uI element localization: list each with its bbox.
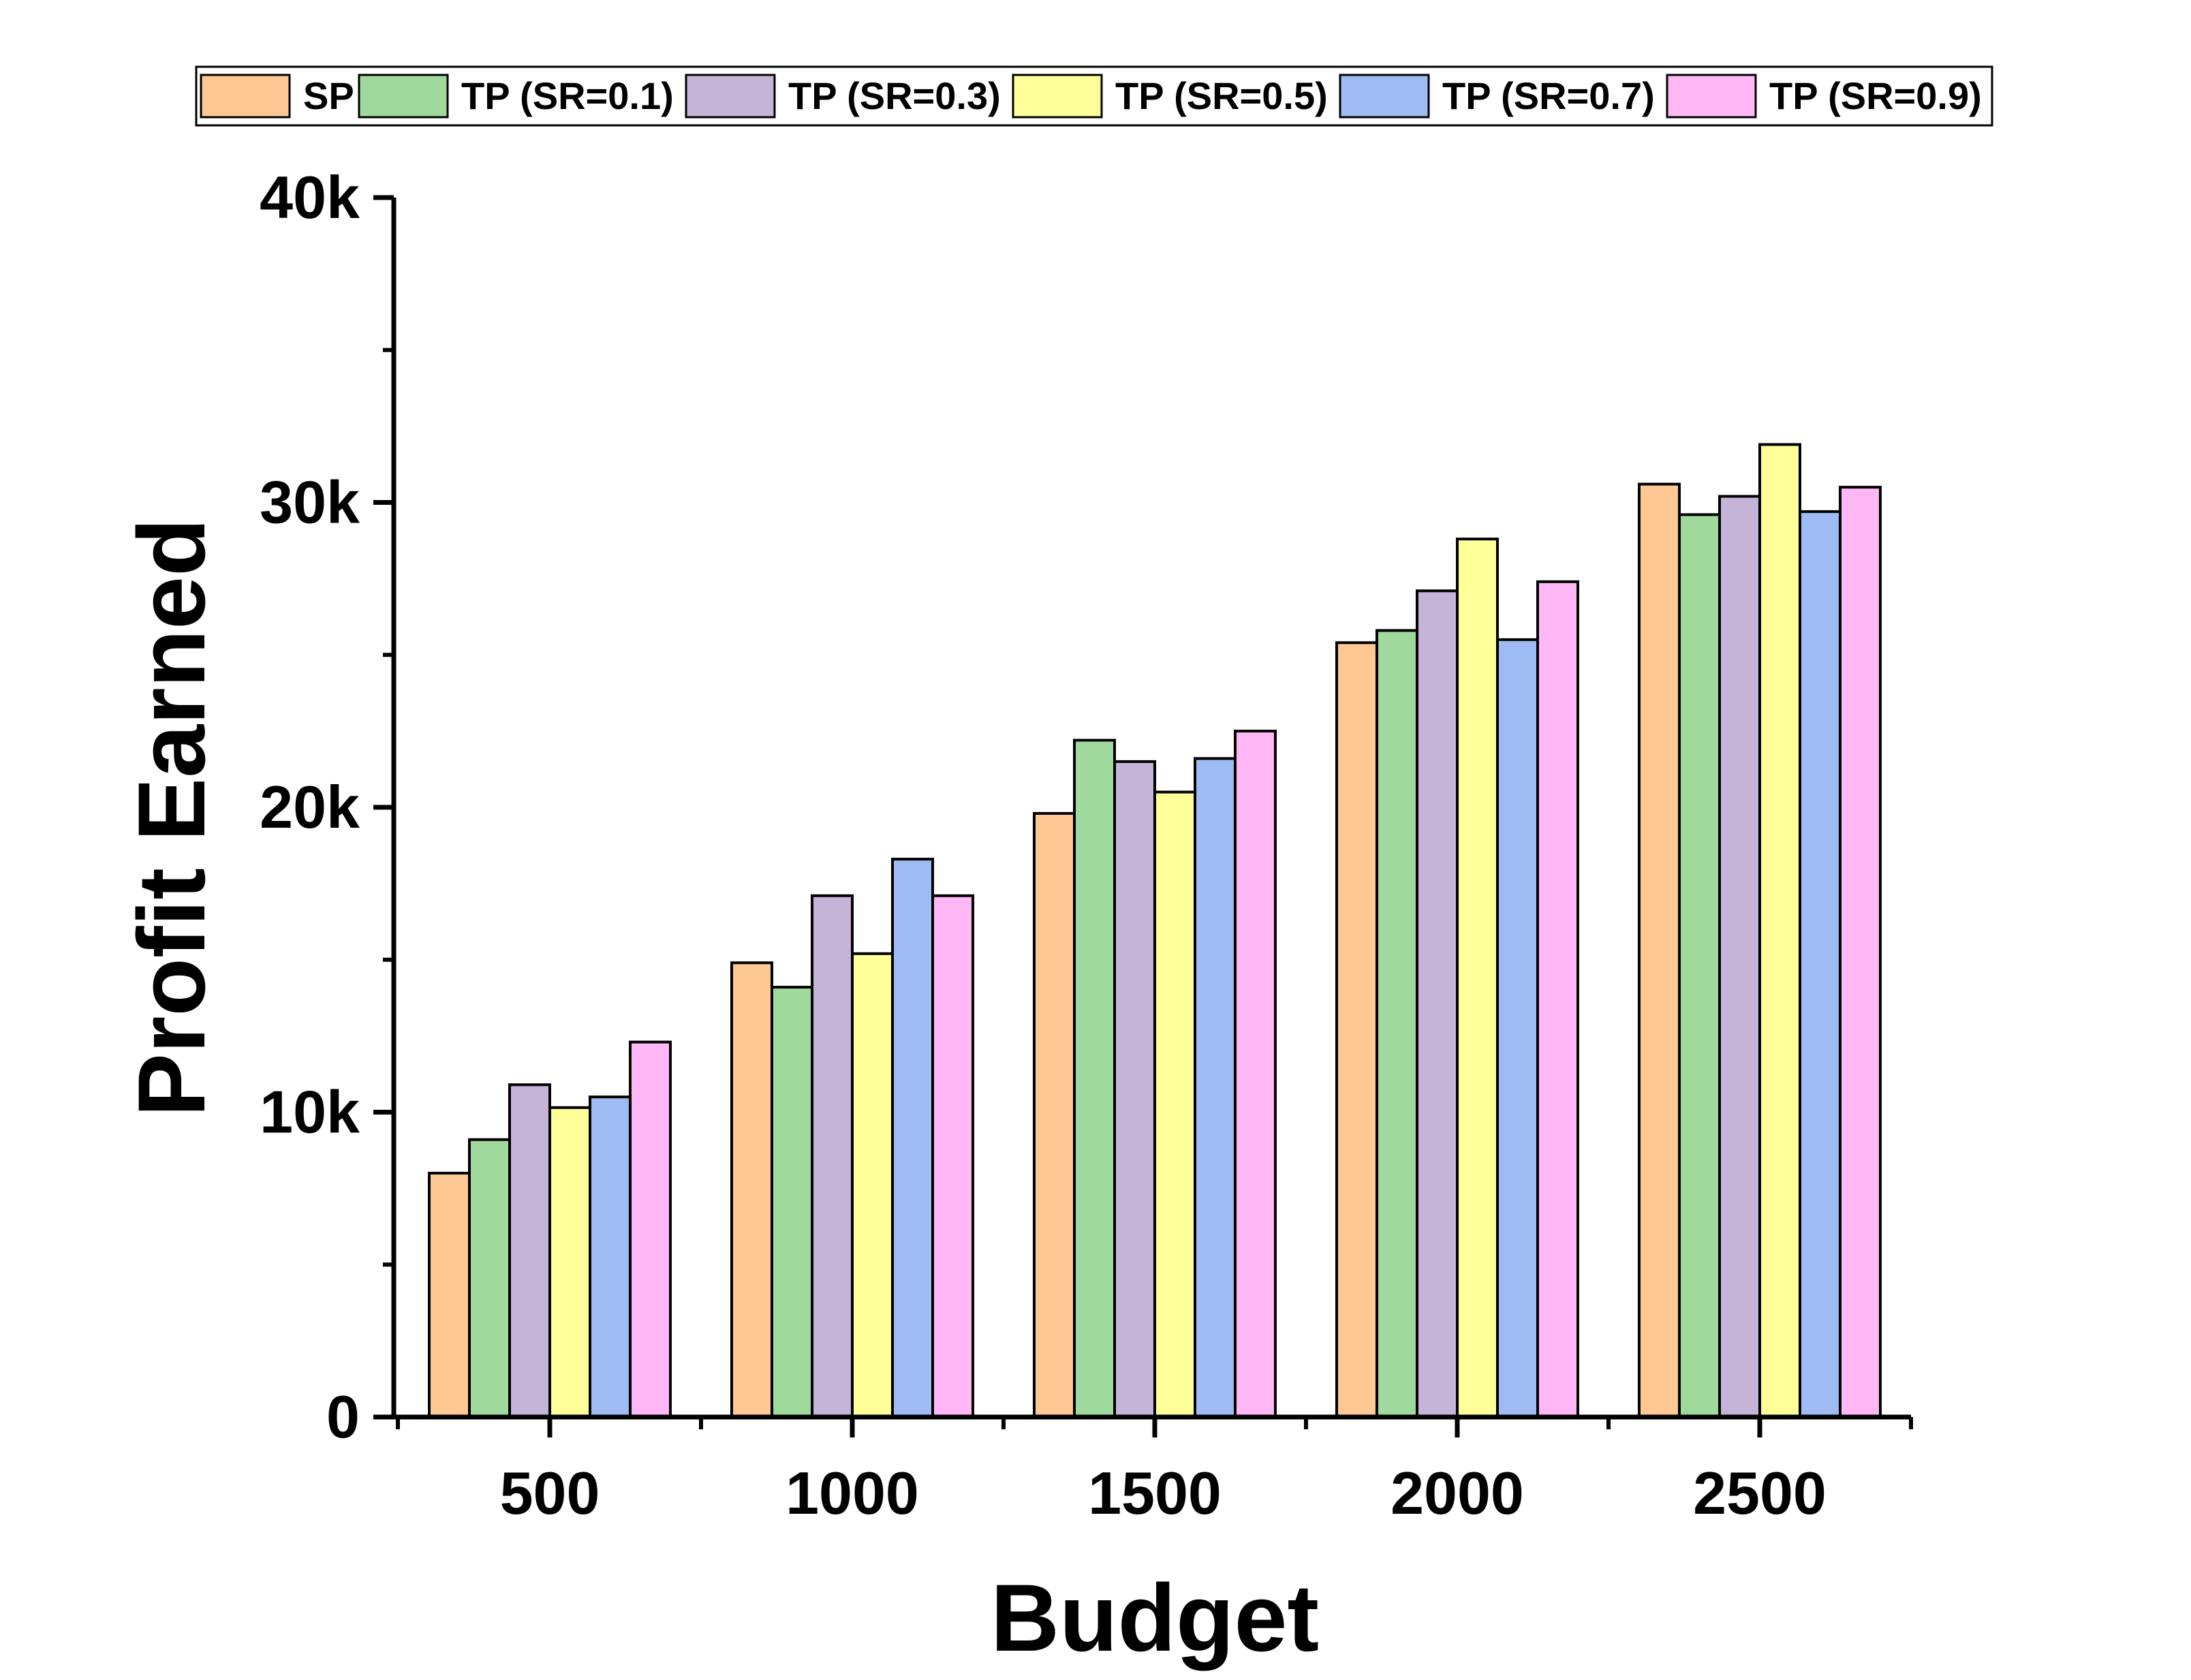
bar-1000-series-2 bbox=[811, 894, 854, 1418]
bar-2500-series-4 bbox=[1799, 510, 1842, 1418]
bar-1500-series-0 bbox=[1033, 811, 1076, 1418]
bar-2000-series-5 bbox=[1536, 580, 1579, 1418]
bar-2500-series-5 bbox=[1839, 486, 1882, 1418]
bar-2500-series-2 bbox=[1718, 495, 1761, 1418]
bar-2500-series-0 bbox=[1638, 482, 1681, 1418]
legend-swatch-0 bbox=[200, 74, 291, 119]
legend-swatch-1 bbox=[358, 74, 449, 119]
legend-label-3: TP (SR=0.5) bbox=[1115, 74, 1328, 117]
legend-swatch-4 bbox=[1339, 74, 1430, 119]
legend: SP TP (SR=0.1) TP (SR=0.3) TP (SR=0.5) TP (S… bbox=[195, 65, 1993, 127]
bar-2000-series-2 bbox=[1416, 589, 1459, 1418]
bar-2000-series-4 bbox=[1496, 638, 1539, 1418]
legend-swatch-3 bbox=[1012, 74, 1103, 119]
x-axis-title: Budget bbox=[991, 1564, 1319, 1671]
bar-2000-series-0 bbox=[1335, 641, 1378, 1418]
y-tick-label-1: 10k bbox=[260, 1078, 360, 1146]
y-axis-title: Profit Earned bbox=[118, 518, 225, 1117]
y-tick-label-3: 30k bbox=[260, 469, 360, 536]
bar-500-series-5 bbox=[629, 1040, 672, 1418]
bar-500-series-1 bbox=[468, 1138, 511, 1419]
bar-2000-series-1 bbox=[1376, 629, 1418, 1419]
bar-500-series-2 bbox=[508, 1083, 551, 1418]
axes-group: 0 10k 20k 30k 40k 500 1000 1500 2000 2500 bbox=[260, 164, 1913, 1527]
legend-swatch-5 bbox=[1666, 74, 1757, 119]
x-tick-label-1500: 1500 bbox=[1088, 1459, 1222, 1527]
x-tick-label-2000: 2000 bbox=[1390, 1459, 1524, 1527]
bar-1000-series-0 bbox=[730, 961, 773, 1418]
bar-1000-series-5 bbox=[931, 894, 974, 1418]
legend-label-1: TP (SR=0.1) bbox=[461, 74, 674, 117]
bar-2500-series-3 bbox=[1758, 443, 1801, 1418]
x-tick-label-1000: 1000 bbox=[786, 1459, 919, 1527]
legend-label-2: TP (SR=0.3) bbox=[788, 74, 1001, 117]
bar-1500-series-5 bbox=[1234, 730, 1277, 1418]
bar-1500-series-1 bbox=[1073, 738, 1116, 1419]
x-tick-label-500: 500 bbox=[500, 1459, 600, 1527]
bar-500-series-3 bbox=[548, 1106, 591, 1418]
bars-group bbox=[428, 443, 1882, 1419]
bar-2000-series-3 bbox=[1456, 538, 1499, 1419]
y-tick-label-2: 20k bbox=[260, 773, 360, 841]
legend-label-4: TP (SR=0.7) bbox=[1442, 74, 1655, 117]
x-tick-label-2500: 2500 bbox=[1693, 1459, 1827, 1527]
legend-swatch-2 bbox=[685, 74, 776, 119]
bar-500-series-4 bbox=[589, 1095, 632, 1418]
bar-1000-series-3 bbox=[851, 952, 894, 1419]
bar-1000-series-1 bbox=[771, 986, 813, 1418]
bar-1000-series-4 bbox=[891, 858, 934, 1418]
y-tick-label-4: 40k bbox=[260, 164, 360, 231]
bar-500-series-0 bbox=[428, 1172, 471, 1418]
bar-1500-series-3 bbox=[1153, 790, 1196, 1418]
legend-label-0: SP bbox=[303, 74, 354, 117]
bar-1500-series-2 bbox=[1113, 760, 1156, 1418]
y-tick-label-0: 0 bbox=[326, 1383, 360, 1450]
bar-1500-series-4 bbox=[1194, 757, 1237, 1418]
bar-2500-series-1 bbox=[1678, 513, 1721, 1418]
legend-label-5: TP (SR=0.9) bbox=[1769, 74, 1982, 117]
